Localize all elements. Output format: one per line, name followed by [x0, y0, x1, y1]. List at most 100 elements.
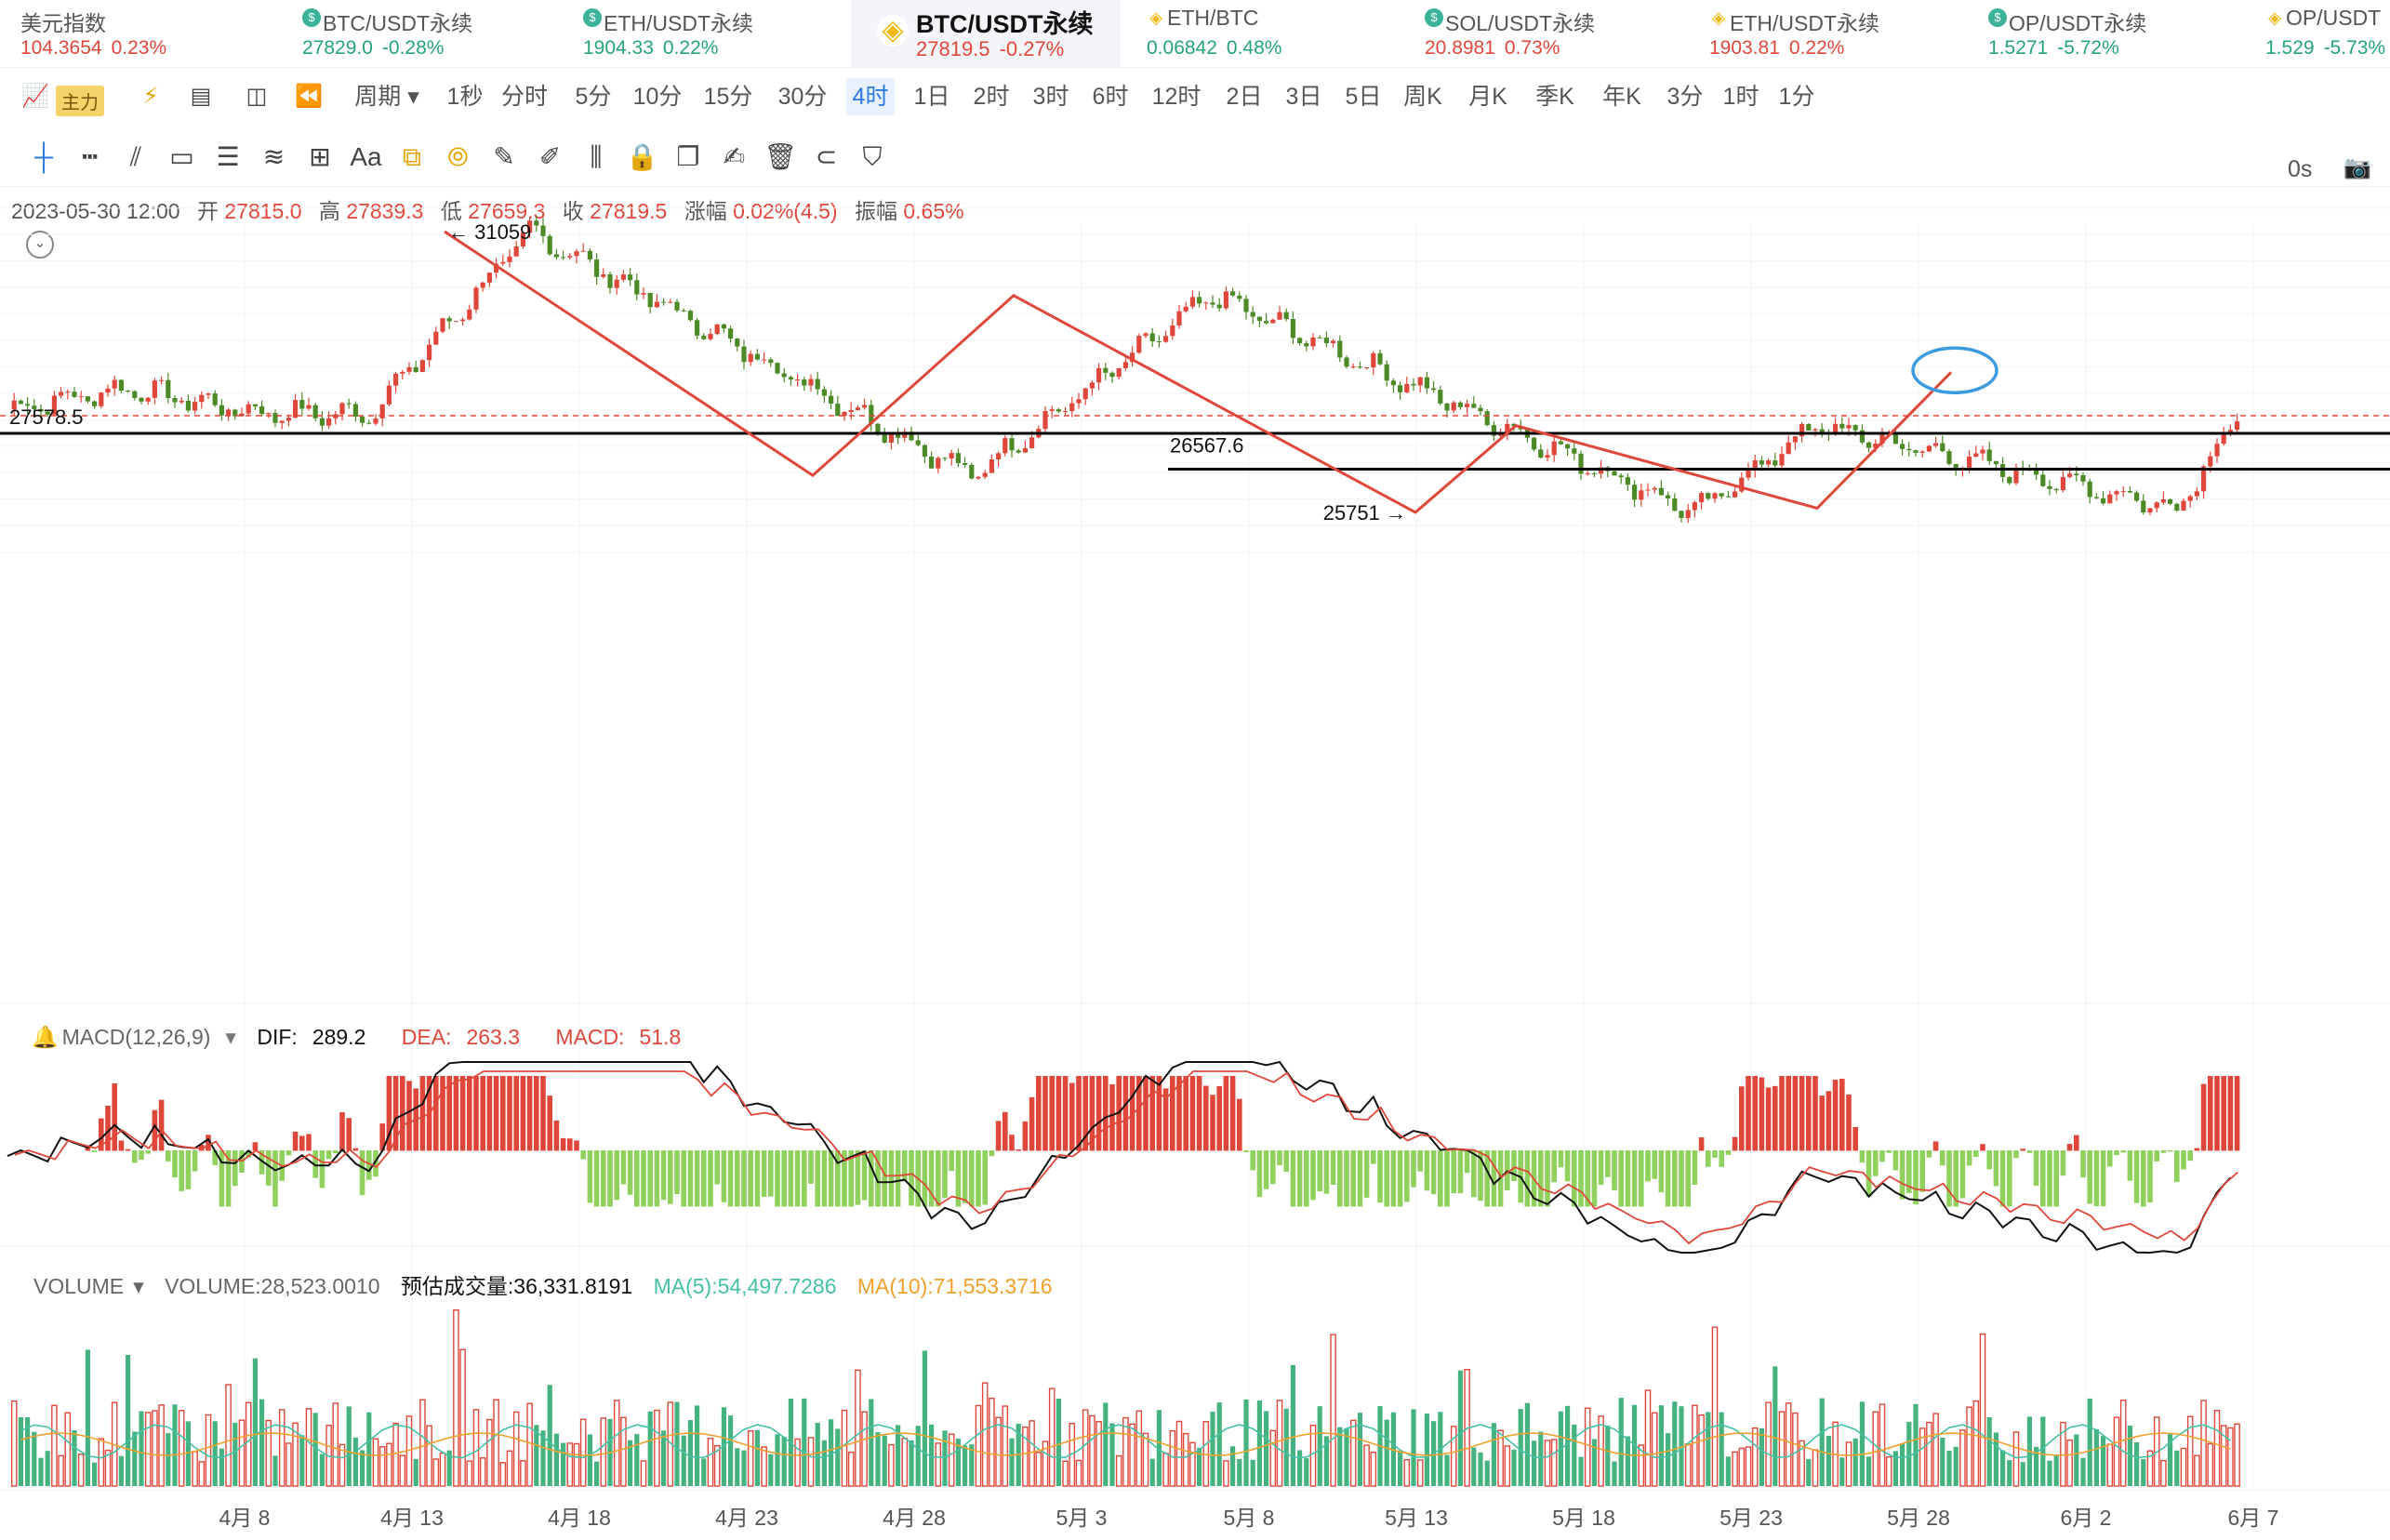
- macd-title[interactable]: MACD(12,26,9): [61, 1025, 211, 1049]
- ruler-icon[interactable]: ┅: [82, 142, 98, 171]
- ticker-5[interactable]: $ SOL/USDT永续 20.8981 0.73%: [1425, 0, 1685, 67]
- candle-body: [11, 400, 17, 410]
- magnet-icon[interactable]: ⊂: [815, 142, 838, 171]
- volume-bar: [1457, 1370, 1463, 1486]
- candle-body: [246, 404, 251, 414]
- period-17[interactable]: 季K: [1535, 84, 1574, 110]
- measure-box-icon[interactable]: ⊞: [309, 142, 331, 171]
- period-13[interactable]: 3日: [1285, 84, 1322, 110]
- macd-bar: [2227, 1076, 2234, 1151]
- candle-body: [1210, 302, 1215, 305]
- period-9[interactable]: 3时: [1032, 84, 1069, 110]
- filter-icon[interactable]: ⛉: [862, 142, 883, 171]
- period-16[interactable]: 月K: [1468, 84, 1507, 110]
- period-3[interactable]: 10分: [632, 84, 683, 110]
- text-tool-icon[interactable]: Aa: [350, 142, 382, 171]
- layout-icon[interactable]: ◫: [246, 84, 268, 109]
- period-7[interactable]: 1日: [913, 84, 950, 110]
- fib-lines-icon[interactable]: ☰: [216, 142, 240, 171]
- volume-bar: [238, 1419, 246, 1487]
- binance-icon: ◈: [1709, 8, 1728, 27]
- volume-bar: [1932, 1413, 1939, 1487]
- macd-bar: [91, 1150, 98, 1152]
- macd-bar: [1042, 1076, 1048, 1151]
- candle-body: [45, 411, 50, 415]
- volume-bar: [252, 1358, 258, 1486]
- crosshair-icon[interactable]: ┼: [34, 142, 53, 171]
- ticker-name: SOL/USDT永续: [1445, 11, 1596, 35]
- brush-icon[interactable]: ✐: [538, 142, 562, 171]
- bell-icon[interactable]: 🔔: [32, 1025, 59, 1049]
- candle-icon[interactable]: ⫼: [590, 142, 603, 171]
- macd-bar: [1277, 1150, 1282, 1166]
- lock-icon[interactable]: 🔒: [626, 142, 658, 171]
- ticker-7[interactable]: $ OP/USDT永续 1.5271 -5.72%: [1988, 0, 2249, 67]
- ticker-2[interactable]: $ ETH/USDT永续 1904.33 0.22%: [583, 0, 843, 67]
- period-12[interactable]: 2日: [1226, 84, 1263, 110]
- period-2[interactable]: 5分: [575, 84, 612, 110]
- candle-body: [1277, 312, 1282, 320]
- period-8[interactable]: 2时: [973, 84, 1010, 110]
- volume-bar: [2074, 1434, 2079, 1486]
- period-20[interactable]: 1时: [1722, 84, 1759, 110]
- line-chart-icon[interactable]: 📈: [21, 84, 49, 109]
- volume-bar: [439, 1452, 446, 1487]
- candle-body: [1149, 333, 1155, 342]
- candle-body: [1733, 491, 1738, 498]
- lightning-icon[interactable]: ⚡: [142, 84, 159, 109]
- period-18[interactable]: 年K: [1602, 84, 1641, 110]
- period-15[interactable]: 周K: [1403, 84, 1442, 110]
- ticker-6[interactable]: ◈ ETH/USDT永续 1903.81 0.22%: [1709, 0, 1970, 67]
- period-0[interactable]: 1秒: [446, 84, 484, 110]
- parallel-lines-icon[interactable]: ⫽: [129, 142, 142, 171]
- macd-bar: [2087, 1150, 2092, 1204]
- macd-bar: [206, 1135, 211, 1151]
- macd-dropdown-icon[interactable]: ▾: [225, 1025, 236, 1049]
- volume-bar: [1684, 1443, 1692, 1487]
- period-4[interactable]: 15分: [703, 84, 753, 110]
- period-11[interactable]: 12时: [1151, 84, 1202, 110]
- volume-bar: [426, 1425, 432, 1487]
- gold-pattern2-icon[interactable]: ⦾: [447, 142, 469, 171]
- ticker-3[interactable]: ◈ BTC/USDT永续 27819.5 -0.27%: [851, 0, 1121, 67]
- macd-bar: [446, 1076, 452, 1151]
- edit-icon[interactable]: ✍: [723, 142, 746, 171]
- period-6[interactable]: 4时: [846, 78, 895, 115]
- period-21[interactable]: 1分: [1778, 84, 1815, 110]
- candle-body: [185, 400, 191, 411]
- collapse-toggle-icon[interactable]: ⌄: [26, 231, 54, 259]
- ticker-0[interactable]: 美元指数 104.3654 0.23%: [20, 0, 281, 67]
- period-5[interactable]: 30分: [777, 84, 828, 110]
- macd-bar: [969, 1150, 975, 1207]
- gold-pattern-icon[interactable]: ⧉: [403, 142, 421, 171]
- candle-body: [179, 400, 184, 403]
- rectangle-icon[interactable]: ▭: [169, 142, 194, 171]
- macd-bar: [2033, 1150, 2039, 1187]
- ticker-1[interactable]: $ BTC/USDT永续 27829.0 -0.28%: [302, 0, 563, 67]
- layers-icon[interactable]: ❐: [676, 142, 700, 171]
- candle-body: [1310, 337, 1316, 347]
- wave-icon[interactable]: ≋: [262, 142, 285, 171]
- candle-body: [1538, 449, 1544, 458]
- period-19[interactable]: 3分: [1666, 84, 1704, 110]
- ticker-4[interactable]: ◈ ETH/BTC 0.06842 0.48%: [1147, 0, 1407, 67]
- pencil-icon[interactable]: ✎: [493, 142, 515, 171]
- candle-body: [1532, 437, 1537, 450]
- trash-icon[interactable]: 🗑: [763, 142, 797, 171]
- camera-icon[interactable]: 📷: [2344, 155, 2371, 180]
- main-indicator-badge[interactable]: 主力: [56, 86, 104, 116]
- x-tick-label: 4月 18: [548, 1506, 611, 1530]
- volume-bar: [2194, 1454, 2200, 1487]
- volume-dropdown-icon[interactable]: ▾: [133, 1274, 144, 1298]
- candle-body: [1237, 295, 1242, 299]
- period-14[interactable]: 5日: [1345, 84, 1382, 110]
- period-dropdown[interactable]: 周期 ▾: [354, 84, 419, 110]
- period-1[interactable]: 分时: [500, 84, 548, 110]
- rewind-icon[interactable]: ⏪: [295, 84, 323, 109]
- period-10[interactable]: 6时: [1092, 84, 1129, 110]
- calendar-icon[interactable]: ▤: [190, 84, 212, 109]
- volume-title[interactable]: VOLUME: [33, 1274, 125, 1298]
- candle-body: [1163, 336, 1169, 342]
- ticker-8[interactable]: ◈ OP/USDT 1.529 -5.73%: [2265, 0, 2390, 67]
